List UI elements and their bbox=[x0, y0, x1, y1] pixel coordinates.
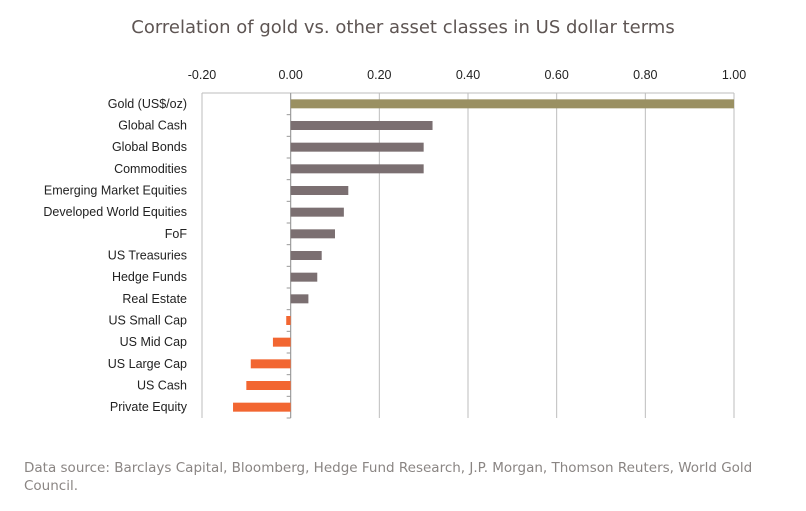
category-label: Global Bonds bbox=[112, 140, 187, 154]
category-label: Commodities bbox=[114, 162, 187, 176]
x-tick-label: 0.60 bbox=[544, 68, 568, 82]
bar-global-cash bbox=[290, 121, 433, 130]
x-tick-label: -0.20 bbox=[188, 68, 217, 82]
category-label: US Large Cap bbox=[108, 357, 187, 371]
category-label: FoF bbox=[165, 227, 188, 241]
x-tick-label: 1.00 bbox=[722, 68, 746, 82]
category-label: US Cash bbox=[137, 379, 187, 393]
x-tick-label: 0.00 bbox=[278, 68, 302, 82]
category-label: Hedge Funds bbox=[112, 270, 187, 284]
chart-title: Correlation of gold vs. other asset clas… bbox=[131, 17, 675, 38]
category-label: Gold (US$/oz) bbox=[108, 97, 187, 111]
category-label: Global Cash bbox=[118, 119, 187, 133]
bar-us-large-cap bbox=[250, 359, 291, 369]
category-label: US Small Cap bbox=[109, 314, 188, 328]
bar-commodities bbox=[290, 164, 424, 174]
category-label: Private Equity bbox=[110, 400, 188, 414]
x-tick-label: 0.20 bbox=[367, 68, 391, 82]
bar-gold-us-oz- bbox=[290, 99, 734, 109]
x-tick-label: 0.40 bbox=[456, 68, 480, 82]
bar-us-cash bbox=[246, 381, 291, 390]
bar-hedge-funds bbox=[290, 272, 318, 282]
bar-real-estate bbox=[290, 294, 309, 304]
bar-us-treasuries bbox=[290, 251, 322, 260]
category-label: Real Estate bbox=[122, 292, 187, 306]
bar-us-mid-cap bbox=[272, 337, 291, 347]
x-tick-label: 0.80 bbox=[633, 68, 657, 82]
data-source-note: Data source: Barclays Capital, Bloomberg… bbox=[24, 460, 753, 494]
bar-emerging-market-equities bbox=[290, 186, 349, 195]
bar-global-bonds bbox=[290, 142, 424, 152]
bar-private-equity bbox=[233, 402, 291, 412]
category-label: Developed World Equities bbox=[43, 205, 187, 219]
category-label: Emerging Market Equities bbox=[44, 184, 187, 198]
bar-developed-world-equities bbox=[290, 207, 344, 217]
category-label: US Mid Cap bbox=[120, 335, 187, 349]
category-label: US Treasuries bbox=[108, 249, 187, 263]
bar-fof bbox=[290, 229, 335, 239]
bar-us-small-cap bbox=[286, 316, 291, 325]
